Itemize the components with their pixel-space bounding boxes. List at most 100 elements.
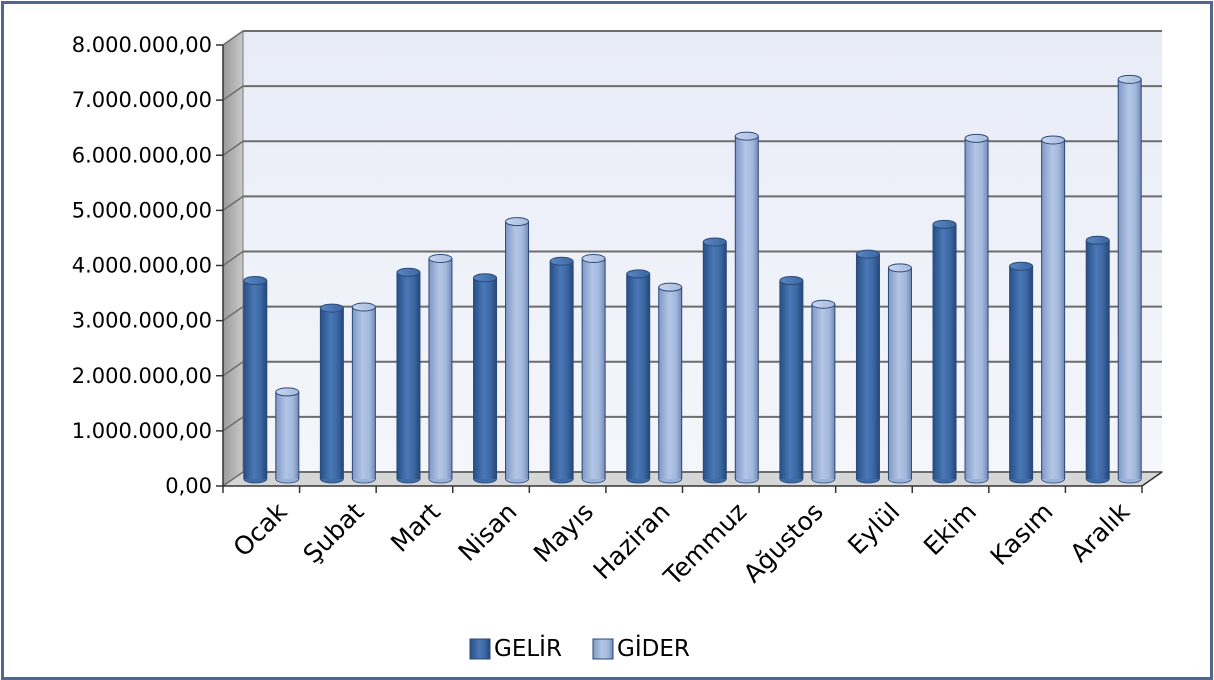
bar-top <box>887 263 912 273</box>
y-tick-label: 1.000.000,00 <box>72 419 212 443</box>
bar-top <box>319 303 344 313</box>
bar-body <box>275 391 299 479</box>
bar-body <box>1118 79 1142 479</box>
bar-gider <box>887 263 912 484</box>
gridline-depth <box>222 195 244 211</box>
x-tick-label: Temmuz <box>657 497 752 592</box>
bar-gelir <box>243 276 268 484</box>
bar-top <box>1085 235 1110 245</box>
y-tick-label: 4.000.000,00 <box>72 254 212 278</box>
bar-gelir <box>319 303 344 484</box>
bar-body <box>352 307 376 479</box>
bar-gelir <box>855 249 880 484</box>
bar-gider <box>428 254 453 484</box>
bar-gelir <box>702 237 727 484</box>
gridline-depth <box>222 416 244 432</box>
bar-top <box>275 387 300 397</box>
bar-body <box>888 267 912 479</box>
bar-gider <box>581 254 606 484</box>
bar-gelir <box>626 269 651 484</box>
bar-top <box>658 282 683 292</box>
bar-gelir <box>549 256 574 484</box>
legend-label: GELİR <box>494 634 562 662</box>
legend-label: GİDER <box>617 634 690 662</box>
bar-gider <box>658 282 683 484</box>
gridlines <box>222 30 1162 487</box>
x-tick-label: Şubat <box>297 497 369 569</box>
bar-gider <box>505 217 530 484</box>
legend-swatch <box>592 638 614 660</box>
bar-top <box>505 217 530 227</box>
bar-body <box>1041 139 1065 479</box>
x-tick-label: Mart <box>385 497 446 558</box>
y-tick-label: 2.000.000,00 <box>72 364 212 388</box>
bar-top <box>473 273 498 283</box>
bar-body <box>505 221 529 479</box>
bar-body <box>396 272 420 479</box>
bar-gider <box>964 133 989 484</box>
bar-top <box>855 249 880 259</box>
bar-top <box>1041 135 1066 145</box>
legend: GELİR GİDER <box>469 634 690 662</box>
gridline-depth <box>222 30 244 46</box>
bar-top <box>811 299 836 309</box>
legend-swatch <box>469 638 491 660</box>
bar-gelir <box>1085 235 1110 484</box>
x-tick-label: Mayıs <box>528 497 599 568</box>
bar-body <box>703 241 727 479</box>
bar-top <box>964 133 989 143</box>
bar-body <box>473 277 497 479</box>
x-tick-label: Nisan <box>453 497 523 567</box>
gridline-depth <box>222 140 244 156</box>
bar-body <box>933 224 957 479</box>
bar-gelir <box>396 267 421 484</box>
y-tick-label: 3.000.000,00 <box>72 309 212 333</box>
x-tick-label: Aralık <box>1064 497 1135 568</box>
y-tick-label: 6.000.000,00 <box>72 143 212 167</box>
bar-top <box>1009 261 1034 271</box>
y-tick-label: 8.000.000,00 <box>72 33 212 57</box>
bar-body <box>735 136 759 479</box>
gridline-depth <box>222 361 244 377</box>
y-tick-label: 5.000.000,00 <box>72 198 212 222</box>
bar-gelir <box>1009 261 1034 484</box>
bar-gider <box>351 302 376 484</box>
bar-gider <box>734 131 759 484</box>
bar-top <box>932 219 957 229</box>
bar-body <box>428 258 452 479</box>
x-tick-label: Kasım <box>985 497 1059 571</box>
gridline-depth <box>222 85 244 101</box>
gridline-depth <box>222 471 244 487</box>
bars <box>243 74 1142 484</box>
bar-body <box>658 287 682 479</box>
bar-body <box>1009 266 1033 479</box>
bar-top <box>428 254 453 263</box>
x-tick-label: Ağustos <box>738 497 829 588</box>
bar-top <box>779 276 804 286</box>
x-tick-label: Ocak <box>228 497 294 563</box>
legend-item-gelir: GELİR <box>469 634 562 662</box>
bar-body <box>811 304 835 479</box>
gridline-depth <box>222 306 244 322</box>
bar-body <box>550 261 574 479</box>
bar-body <box>856 254 880 479</box>
bar-top <box>351 302 376 312</box>
bar-gider <box>811 299 836 484</box>
bar-top <box>626 269 651 279</box>
bar-top <box>734 131 759 141</box>
bar-body <box>582 258 606 479</box>
bar-gelir <box>473 273 498 484</box>
bar-top <box>581 254 606 263</box>
bar-gider <box>275 387 300 484</box>
bar-body <box>243 280 267 479</box>
legend-item-gider: GİDER <box>592 634 690 662</box>
bar-gider <box>1117 74 1142 484</box>
bar-top <box>549 256 574 266</box>
bar-body <box>965 138 989 479</box>
bar-gelir <box>932 219 957 484</box>
bar-top <box>702 237 727 247</box>
x-tick-label: Ekim <box>918 497 982 561</box>
bar-top <box>396 267 421 277</box>
y-tick-label: 7.000.000,00 <box>72 88 212 112</box>
